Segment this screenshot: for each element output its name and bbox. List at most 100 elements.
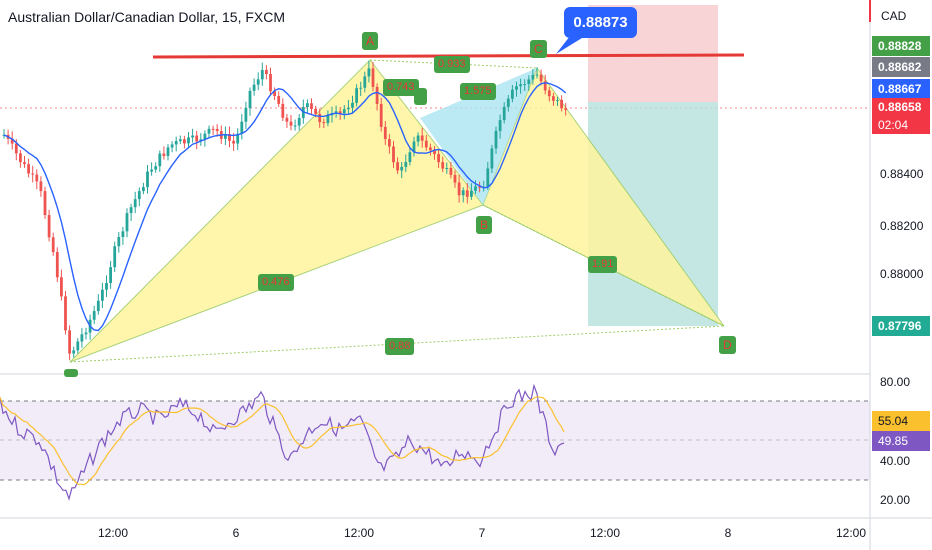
candle-body (429, 147, 432, 151)
candle-body (133, 199, 137, 208)
candle-body (552, 96, 555, 101)
candle-body (539, 74, 543, 82)
candle-body (527, 79, 531, 84)
candle-body (289, 121, 293, 126)
candle-body (416, 135, 420, 142)
ratio-label-ac[interactable]: 0.933 (434, 56, 470, 73)
ratio-label-bd[interactable]: 1.91 (588, 256, 618, 273)
rsi-line (0, 383, 565, 501)
candle-body (252, 84, 256, 91)
candle-body (55, 252, 59, 278)
price-tag-ma: 0.88667 (872, 79, 930, 99)
candle-body (178, 139, 182, 142)
candle-body (166, 147, 170, 156)
candle-body (314, 109, 317, 114)
candle-body (224, 134, 227, 139)
callout-pointer (556, 36, 582, 54)
candle-body (523, 83, 527, 85)
candle-body (531, 74, 535, 80)
candle-body (60, 277, 63, 297)
ratio-label-bc[interactable]: 1.575 (460, 83, 496, 100)
time-tick: 7 (478, 526, 486, 540)
point-label-a[interactable]: A (362, 32, 379, 50)
candle-body (293, 125, 297, 127)
price-tag-high: 0.88828 (872, 36, 930, 56)
candle-body (371, 68, 375, 87)
price-tick: 0.88400 (880, 167, 924, 181)
time-tick: 12:00 (343, 526, 375, 540)
candle-body (125, 213, 129, 232)
candle-body (158, 153, 162, 167)
candle-body (137, 191, 141, 200)
candle-body (76, 341, 80, 351)
candle-body (535, 74, 539, 76)
candle-body (334, 111, 338, 114)
candle-body (318, 113, 322, 123)
candle-body (388, 139, 391, 147)
symbol-title[interactable]: Australian Dollar/Canadian Dollar, 15, F… (8, 9, 286, 25)
candle-body (228, 134, 231, 141)
candle-body (277, 95, 281, 104)
point-label-d[interactable]: D (719, 336, 736, 354)
price-tick: 0.88200 (880, 219, 924, 233)
candle-body (265, 70, 268, 74)
candle-body (342, 109, 346, 114)
candle-body (236, 133, 240, 144)
candle-body (310, 103, 313, 110)
candle-body (338, 111, 342, 114)
candle-body (244, 107, 248, 122)
candle-body (256, 79, 260, 85)
candle-body (162, 153, 166, 156)
candle-body (174, 141, 178, 145)
candle-body (379, 103, 383, 127)
candle-body (31, 173, 35, 175)
candles-group (2, 60, 568, 361)
candle-body (281, 103, 285, 118)
candle-body (412, 141, 416, 153)
point-label-b[interactable]: B (476, 216, 493, 234)
bar-countdown: 02:04 (872, 116, 930, 134)
candle-body (400, 166, 404, 171)
candle-body (72, 350, 76, 354)
candle-body (347, 107, 350, 110)
rsi-tick: 20.00 (880, 493, 911, 507)
candle-body (170, 144, 174, 148)
rsi-signal-tag: 55.04 (872, 411, 930, 431)
candle-body (560, 99, 563, 109)
candle-body (474, 186, 477, 191)
candle-body (260, 70, 264, 80)
candle-body (240, 121, 244, 134)
candle-body (64, 296, 67, 331)
candle-body (564, 108, 568, 110)
ratio-label-xd[interactable]: 0.88 (385, 338, 415, 355)
candle-body (195, 135, 199, 142)
ratio-label-ab[interactable]: 0.743 (383, 79, 419, 96)
candle-body (453, 174, 457, 183)
point-label-c[interactable]: C (530, 40, 547, 58)
candle-body (105, 283, 108, 290)
candle-body (146, 171, 149, 188)
price-tag-last: 0.88658 (872, 98, 930, 116)
candle-body (121, 231, 125, 238)
ratio-label-xb[interactable]: 0.476 (258, 274, 294, 291)
candle-body (490, 148, 494, 169)
candle-body (392, 146, 395, 163)
price-callout[interactable]: 0.88873 (564, 7, 637, 38)
candle-body (457, 182, 461, 196)
candle-body (203, 133, 207, 140)
point-label-x[interactable] (64, 369, 78, 377)
price-tag-target: 0.87796 (872, 316, 930, 336)
candle-body (207, 128, 211, 134)
candle-body (14, 143, 18, 154)
candle-body (19, 153, 22, 163)
candle-body (433, 150, 436, 155)
rsi-signal-line (0, 396, 565, 486)
candle-body (232, 140, 235, 144)
candle-body (502, 106, 506, 121)
candle-body (470, 190, 473, 197)
candle-body (142, 187, 145, 192)
candle-body (187, 137, 190, 144)
candle-body (269, 73, 272, 92)
candle-body (248, 90, 252, 108)
